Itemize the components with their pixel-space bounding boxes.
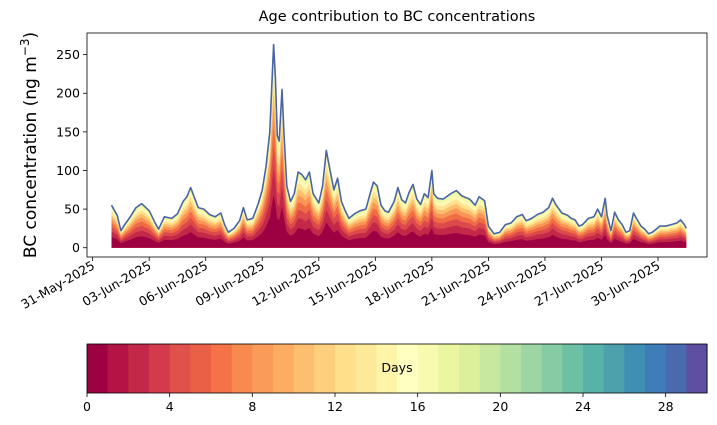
colorbar-segment	[355, 344, 377, 393]
colorbar-tick-label: 0	[83, 399, 91, 414]
plot-frame	[86, 32, 708, 258]
age-layer-1	[111, 194, 687, 248]
total-bc-series-line	[110, 43, 688, 235]
y-tick-label: 150	[56, 124, 80, 139]
colorbar-segment	[397, 344, 419, 393]
colorbar-segment	[87, 344, 109, 393]
colorbar-segment	[211, 344, 233, 393]
colorbar-segment	[624, 344, 646, 393]
colorbar-segment	[562, 344, 584, 393]
colorbar-segment	[603, 344, 625, 393]
y-tick-label: 50	[64, 202, 80, 217]
colorbar-segment	[417, 344, 439, 393]
colorbar-tick-label: 16	[410, 399, 426, 414]
colorbar-segment	[314, 344, 336, 393]
colorbar-segment	[273, 344, 295, 393]
colorbar-segment	[231, 344, 253, 393]
colorbar-tick-label: 4	[166, 399, 174, 414]
colorbar-tick-label: 12	[327, 399, 343, 414]
colorbar-segment	[686, 344, 708, 393]
y-axis: 0 50 100 150 200 250	[56, 47, 87, 255]
y-tick-label: 100	[56, 163, 80, 178]
y-tick-label: 250	[56, 47, 80, 62]
colorbar-segment	[252, 344, 274, 393]
colorbar-tick-label: 24	[575, 399, 591, 414]
colorbar-segment	[479, 344, 501, 393]
colorbar-segment	[438, 344, 460, 393]
colorbar-segment	[521, 344, 543, 393]
colorbar-segment	[293, 344, 315, 393]
y-tick-label: 0	[72, 240, 80, 255]
colorbar-segment	[500, 344, 522, 393]
colorbar-segment	[149, 344, 171, 393]
colorbar-tick-label: 20	[492, 399, 508, 414]
y-axis-label: BC concentration (ng m−3)	[18, 32, 41, 258]
y-tick-label: 200	[56, 86, 80, 101]
colorbar-segment	[459, 344, 481, 393]
colorbar-segment	[376, 344, 398, 393]
colorbar	[86, 343, 708, 394]
colorbar-frame	[86, 343, 708, 394]
colorbar-segment	[169, 344, 191, 393]
colorbar-segment	[583, 344, 605, 393]
colorbar-segment	[645, 344, 667, 393]
colorbar-segment	[335, 344, 357, 393]
colorbar-segment	[541, 344, 563, 393]
x-axis: 31-May-202503-Jun-202506-Jun-202509-Jun-…	[18, 257, 663, 312]
plot-area	[110, 43, 688, 248]
colorbar-tick-label: 28	[658, 399, 674, 414]
age-layer-2	[111, 168, 687, 248]
colorbar-label: Days	[381, 360, 412, 375]
colorbar-segment	[665, 344, 687, 393]
colorbar-segment	[190, 344, 212, 393]
colorbar-axis: 0 4 8 12 16 20 24 28	[83, 393, 674, 414]
chart-title: Age contribution to BC concentrations	[259, 9, 536, 25]
colorbar-segment	[128, 344, 150, 393]
colorbar-segment	[107, 344, 129, 393]
age-layers	[111, 44, 687, 248]
colorbar-tick-label: 8	[248, 399, 256, 414]
